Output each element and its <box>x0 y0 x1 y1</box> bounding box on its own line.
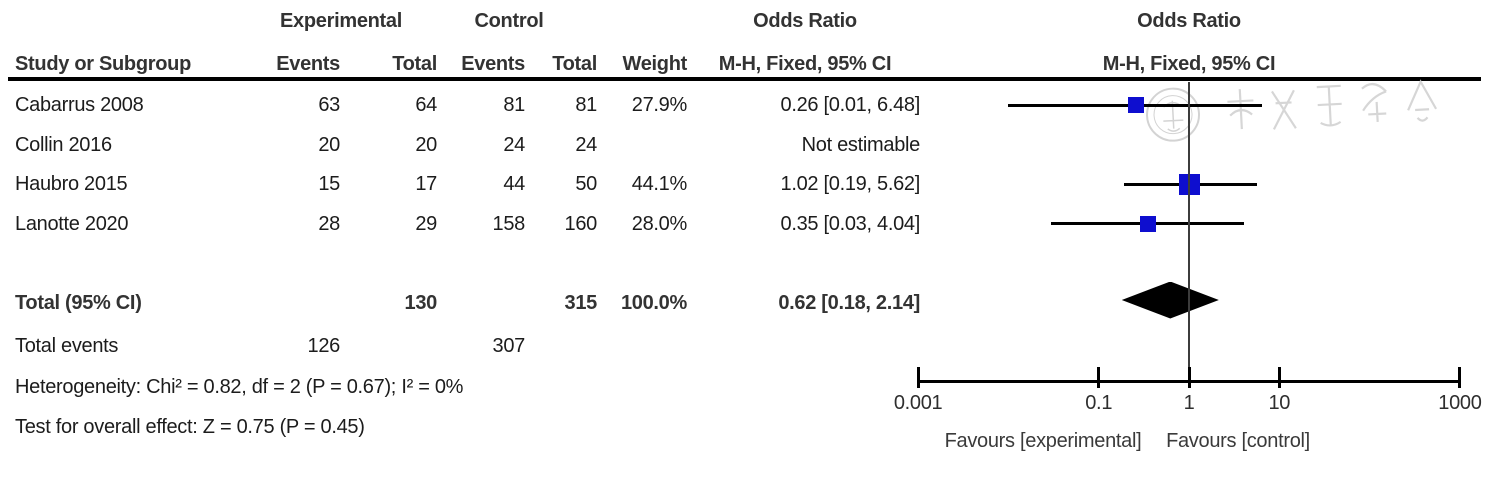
x-axis-tick <box>1277 367 1281 388</box>
exp-total-value: 17 <box>415 173 437 195</box>
or-ci-value: 1.02 [0.19, 5.62] <box>780 173 921 195</box>
or-ci-value: Not estimable <box>801 133 921 156</box>
x-axis-tick <box>1458 367 1462 388</box>
x-axis-tick <box>1097 367 1101 388</box>
pooled-diamond <box>1121 281 1219 319</box>
ctl-events-column-header: Events <box>461 53 525 75</box>
exp-events-column-header: Events <box>276 53 340 75</box>
null-effect-line <box>1188 82 1190 382</box>
total-events-label: Total events <box>15 335 119 357</box>
study-column-header: Study or Subgroup <box>15 53 191 75</box>
total-events-ctl: 307 <box>492 335 526 357</box>
effect-square <box>1128 97 1145 113</box>
exp-events-value: 28 <box>318 212 340 235</box>
or-ci-value: 0.26 [0.01, 6.48] <box>780 94 921 116</box>
weight-value: 28.0% <box>631 212 688 235</box>
overall-effect-stat: Test for overall effect: Z = 0.75 (P = 0… <box>15 416 365 438</box>
exp-total-value: 29 <box>415 212 437 235</box>
ctl-events-value: 81 <box>503 94 525 116</box>
weight-value: 44.1% <box>631 173 688 195</box>
total-or-ci: 0.62 [0.18, 2.14] <box>778 292 920 314</box>
ctl-total-value: 81 <box>575 94 597 116</box>
ctl-total-value: 160 <box>564 212 598 235</box>
x-axis-tick-label: 0.001 <box>893 392 943 414</box>
x-axis-tick-label: 1000 <box>1438 392 1482 414</box>
header-rule <box>8 77 1481 81</box>
ctl-total-value: 50 <box>575 173 597 195</box>
method-header-right: M-H, Fixed, 95% CI <box>1102 53 1276 75</box>
exp-events-value: 20 <box>318 133 340 156</box>
study-label: Haubro 2015 <box>15 173 128 195</box>
experimental-group-header: Experimental <box>279 10 403 32</box>
x-axis-tick <box>1187 367 1191 388</box>
exp-events-value: 15 <box>318 173 340 195</box>
heterogeneity-stat: Heterogeneity: Chi² = 0.82, df = 2 (P = … <box>15 376 464 398</box>
effect-square <box>1139 215 1156 232</box>
total-weight: 100.0% <box>620 292 687 314</box>
total-row-label: Total (95% CI) <box>15 292 142 314</box>
x-axis-tick-label: 0.1 <box>1085 392 1113 414</box>
weight-column-header: Weight <box>622 53 688 75</box>
ctl-events-value: 158 <box>492 212 526 235</box>
control-group-header: Control <box>474 10 544 32</box>
total-events-exp: 126 <box>307 335 341 357</box>
x-axis-tick-label: 10 <box>1268 392 1291 414</box>
or-ci-value: 0.35 [0.03, 4.04] <box>780 212 921 235</box>
method-header-left: M-H, Fixed, 95% CI <box>718 53 892 75</box>
favours-experimental-label: Favours [experimental] <box>944 430 1142 452</box>
ctl-events-value: 24 <box>503 133 525 156</box>
exp-total-column-header: Total <box>392 53 437 75</box>
study-label: Collin 2016 <box>15 133 112 156</box>
x-axis-tick-label: 1 <box>1183 392 1195 414</box>
total-exp-total: 130 <box>404 292 438 314</box>
weight-value: 27.9% <box>631 94 688 116</box>
study-label: Cabarrus 2008 <box>15 94 144 116</box>
favours-control-label: Favours [control] <box>1166 430 1310 452</box>
odds-ratio-header-left: Odds Ratio <box>753 10 857 32</box>
ctl-events-value: 44 <box>503 173 525 195</box>
odds-ratio-header-right: Odds Ratio <box>1137 10 1241 32</box>
x-axis-tick <box>916 367 920 388</box>
chinese-seal-watermark-icon <box>1146 79 1438 142</box>
study-label: Lanotte 2020 <box>15 212 129 235</box>
exp-total-value: 20 <box>415 133 437 156</box>
ctl-total-value: 24 <box>575 133 597 156</box>
total-ctl-total: 315 <box>564 292 598 314</box>
exp-total-value: 64 <box>415 94 437 116</box>
exp-events-value: 63 <box>318 94 340 116</box>
ctl-total-column-header: Total <box>552 53 597 75</box>
